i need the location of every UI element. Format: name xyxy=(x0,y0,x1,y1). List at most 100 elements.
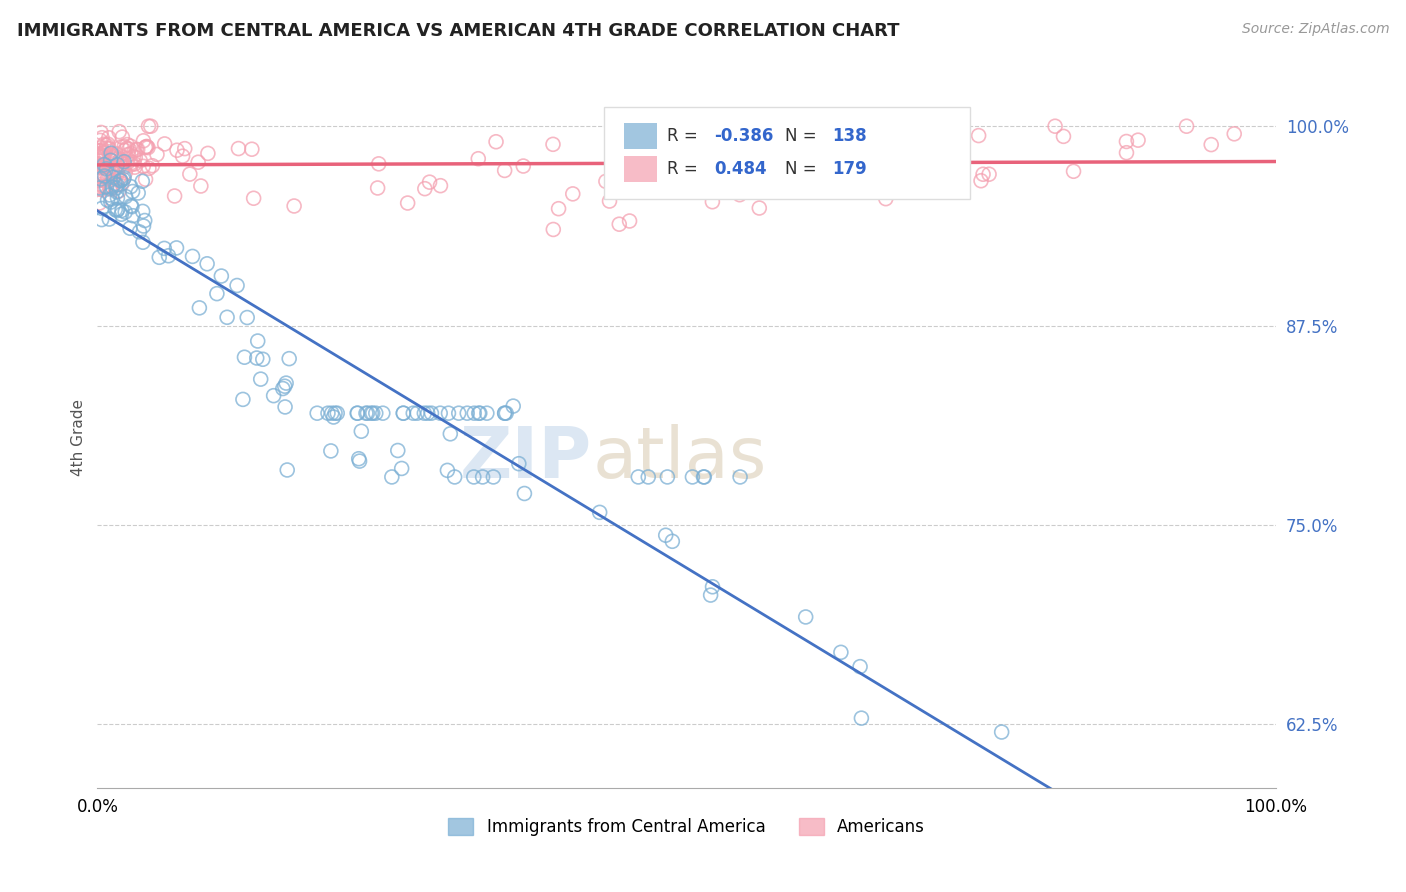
Point xyxy=(361,406,384,420)
Point xyxy=(283,199,305,213)
Point xyxy=(367,157,389,171)
Point xyxy=(91,158,114,172)
Point xyxy=(90,158,112,172)
Point xyxy=(728,470,751,484)
Point xyxy=(93,158,115,172)
Point xyxy=(110,153,132,167)
Point xyxy=(131,204,153,219)
Point xyxy=(91,130,114,145)
Point xyxy=(190,179,212,194)
Point xyxy=(350,424,373,438)
Point xyxy=(132,134,155,148)
Point xyxy=(114,166,136,180)
Point xyxy=(90,147,112,161)
Point xyxy=(718,162,741,177)
Point xyxy=(90,169,112,183)
Point xyxy=(105,178,128,193)
Point xyxy=(100,195,122,210)
Point xyxy=(134,140,156,154)
Point xyxy=(232,392,254,407)
Point xyxy=(115,141,138,155)
Point xyxy=(91,174,114,188)
Point xyxy=(437,406,460,420)
Point xyxy=(870,155,893,169)
Point xyxy=(307,406,329,420)
Point xyxy=(96,159,118,173)
Point xyxy=(748,201,770,215)
Point xyxy=(316,406,339,420)
Point xyxy=(274,400,297,414)
Point xyxy=(406,406,429,420)
Point xyxy=(128,225,150,239)
Point xyxy=(139,119,162,133)
Point xyxy=(90,125,112,139)
Point xyxy=(607,217,630,231)
Point xyxy=(117,147,139,161)
Point xyxy=(226,278,249,293)
Point xyxy=(831,119,853,133)
Point xyxy=(104,156,127,170)
Point xyxy=(274,379,297,393)
Point xyxy=(108,184,131,198)
Point xyxy=(356,406,378,420)
Point xyxy=(97,130,120,145)
Point xyxy=(124,150,146,164)
Point xyxy=(138,161,160,176)
Point xyxy=(561,186,583,201)
Point xyxy=(135,139,157,153)
Point xyxy=(90,172,112,186)
Point xyxy=(124,160,146,174)
Point xyxy=(1115,145,1137,160)
Point xyxy=(90,140,112,154)
Point xyxy=(105,181,128,195)
Point xyxy=(1175,119,1198,133)
Bar xyxy=(624,156,657,183)
Point xyxy=(121,200,143,214)
Point xyxy=(93,180,115,194)
Point xyxy=(89,169,111,183)
Point xyxy=(98,146,121,161)
Point xyxy=(661,534,683,549)
Point xyxy=(236,310,259,325)
Point xyxy=(89,147,111,161)
Point xyxy=(132,159,155,173)
Point xyxy=(103,162,125,177)
Point xyxy=(135,172,157,186)
Point xyxy=(98,188,121,202)
Point xyxy=(717,127,740,141)
Point xyxy=(111,154,134,169)
FancyBboxPatch shape xyxy=(605,107,970,199)
Point xyxy=(396,196,419,211)
Point xyxy=(100,153,122,167)
Bar xyxy=(624,123,657,150)
Point xyxy=(166,241,188,255)
Point xyxy=(96,180,118,194)
Point xyxy=(107,191,129,205)
Point xyxy=(346,406,368,420)
Point xyxy=(89,181,111,195)
Point xyxy=(93,169,115,183)
Text: R =: R = xyxy=(666,161,703,178)
Point xyxy=(87,157,110,171)
Point xyxy=(413,406,436,420)
Point xyxy=(319,444,342,458)
Point xyxy=(242,191,264,205)
Point xyxy=(103,170,125,185)
Point xyxy=(87,177,110,191)
Point xyxy=(97,137,120,152)
Point xyxy=(90,182,112,196)
Point xyxy=(134,213,156,227)
Point xyxy=(1115,135,1137,149)
Point xyxy=(420,406,443,420)
Point xyxy=(122,150,145,164)
Point xyxy=(94,160,117,174)
Point xyxy=(93,157,115,171)
Text: 179: 179 xyxy=(832,161,866,178)
Point xyxy=(447,406,470,420)
Point xyxy=(98,180,121,194)
Point xyxy=(115,137,138,152)
Text: ZIP: ZIP xyxy=(460,424,592,492)
Point xyxy=(360,406,382,420)
Point xyxy=(276,463,298,477)
Point xyxy=(89,159,111,173)
